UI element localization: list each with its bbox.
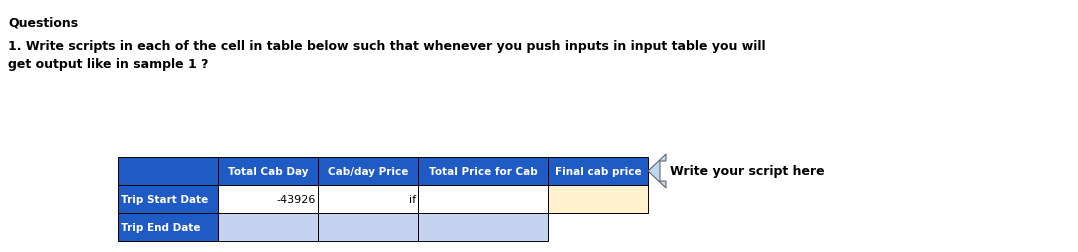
Bar	[548, 185, 648, 213]
Bar	[318, 213, 418, 241]
Text: Trip Start Date: Trip Start Date	[121, 194, 208, 204]
Bar	[218, 213, 318, 241]
Bar	[218, 185, 318, 213]
Text: Questions: Questions	[8, 17, 78, 30]
Text: -43926: -43926	[277, 194, 316, 204]
Bar	[548, 158, 648, 185]
Bar	[218, 158, 318, 185]
Bar	[318, 185, 418, 213]
Text: Total Price for Cab: Total Price for Cab	[429, 166, 537, 176]
Bar	[418, 185, 548, 213]
Text: get output like in sample 1 ?: get output like in sample 1 ?	[8, 58, 208, 71]
Text: Cab/day Price: Cab/day Price	[328, 166, 409, 176]
Text: 1. Write scripts in each of the cell in table below such that whenever you push : 1. Write scripts in each of the cell in …	[8, 40, 765, 53]
Text: Total Cab Day: Total Cab Day	[227, 166, 308, 176]
Bar	[418, 213, 548, 241]
Bar	[418, 158, 548, 185]
Text: Trip End Date: Trip End Date	[121, 222, 201, 232]
FancyArrow shape	[648, 154, 666, 188]
Bar	[318, 158, 418, 185]
Bar	[118, 158, 218, 185]
Bar	[118, 213, 218, 241]
Bar	[118, 185, 218, 213]
Text: if: if	[409, 194, 416, 204]
Text: Final cab price: Final cab price	[555, 166, 641, 176]
Text: Write your script here: Write your script here	[671, 165, 825, 178]
